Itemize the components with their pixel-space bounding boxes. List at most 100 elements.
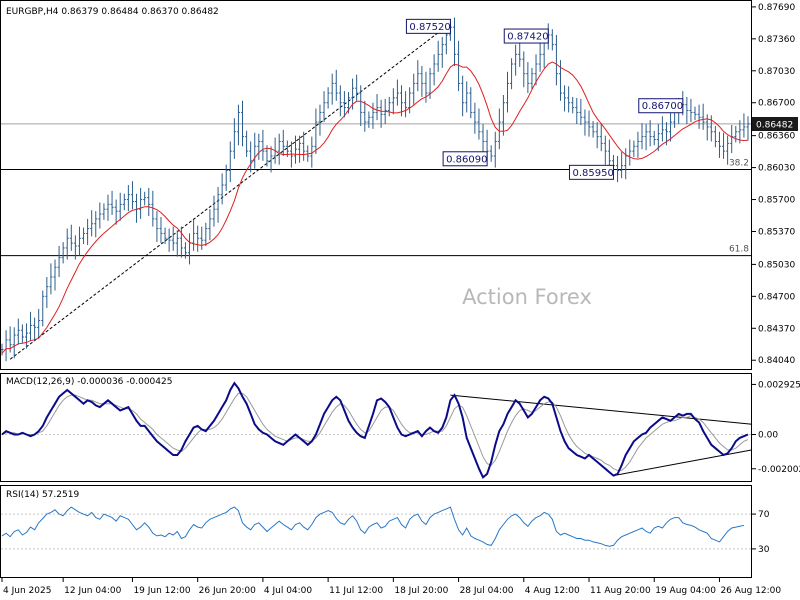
price-bar xyxy=(249,141,253,173)
price-bar xyxy=(591,121,595,138)
price-bar xyxy=(102,203,106,220)
price-bar xyxy=(452,17,456,66)
price-callout-text: 0.87520 xyxy=(409,22,450,33)
trend-line xyxy=(9,22,451,360)
price-bar xyxy=(53,259,57,291)
price-bar xyxy=(489,145,493,162)
price-bar xyxy=(322,91,326,123)
price-bar xyxy=(155,211,159,243)
price-axis-label: 0.86030 xyxy=(758,164,795,174)
price-bar xyxy=(73,235,77,260)
price-bar xyxy=(656,124,660,152)
price-bar xyxy=(689,98,693,123)
price-bar xyxy=(302,131,306,161)
price-bar xyxy=(135,193,139,223)
price-bar xyxy=(567,86,571,113)
macd-panel: 0.002925 0.00 -0.002002 MACD(12,26,9) -0.0… xyxy=(0,373,800,482)
time-axis-label: 28 Jul 04:00 xyxy=(460,586,514,596)
price-callout-text: 0.86090 xyxy=(446,154,487,165)
rsi-line xyxy=(1,506,745,547)
price-bar xyxy=(412,73,416,105)
price-bar xyxy=(505,71,509,113)
price-bar xyxy=(151,190,155,227)
price-bar xyxy=(660,116,664,142)
price-bar xyxy=(624,148,628,180)
price-bar xyxy=(245,130,249,157)
macd-axis-label: 0.002925 xyxy=(758,380,800,390)
price-bar xyxy=(277,133,281,165)
price-callout-text: 0.87420 xyxy=(507,32,548,43)
rsi-axis-label: 70 xyxy=(758,510,770,520)
price-axis-label: 0.87690 xyxy=(758,3,795,13)
price-bar xyxy=(371,102,375,129)
price-bar xyxy=(196,225,200,252)
price-bar xyxy=(179,226,183,258)
price-bar xyxy=(147,187,151,216)
rsi-panel-frame xyxy=(0,485,752,578)
moving-average-line xyxy=(1,61,749,354)
price-bar xyxy=(212,195,216,227)
price-bar xyxy=(432,54,436,86)
price-panel: 38.2 61.8 Action Forex 0.87520 0.87420 0.86… xyxy=(0,0,798,370)
price-axis-label: 0.84040 xyxy=(758,356,795,366)
price-bar xyxy=(114,199,118,225)
price-callout-box xyxy=(442,151,488,167)
price-bar xyxy=(294,135,298,164)
price-bar xyxy=(241,100,245,147)
price-bar xyxy=(37,308,41,337)
price-bar xyxy=(20,324,24,343)
price-bar xyxy=(530,67,534,90)
price-axis-label: 0.85700 xyxy=(758,196,795,206)
price-bar xyxy=(159,216,163,244)
price-title: EURGBP,H4 0.86379 0.86484 0.86370 0.8648… xyxy=(6,7,219,17)
price-callout: 0.86700 xyxy=(638,98,684,114)
price-bar xyxy=(175,230,179,257)
price-bar xyxy=(253,132,257,169)
price-callout: 0.85950 xyxy=(568,164,614,180)
price-bar xyxy=(746,116,750,141)
price-bar xyxy=(359,85,363,126)
price-bar xyxy=(416,60,420,92)
price-bar xyxy=(188,233,192,265)
price-bar xyxy=(265,145,269,167)
price-bar xyxy=(281,129,285,156)
macd-line xyxy=(1,381,749,479)
price-bar xyxy=(554,34,558,86)
price-bar xyxy=(228,141,232,183)
time-axis-label: 11 Jul 12:00 xyxy=(329,586,383,596)
price-bar xyxy=(77,226,81,256)
price-bar xyxy=(69,224,73,251)
price-bar xyxy=(399,85,403,117)
price-bar xyxy=(599,123,603,152)
price-bar xyxy=(98,202,102,229)
rsi-title: RSI(14) 57.2519 xyxy=(6,490,79,500)
price-bar xyxy=(701,103,705,130)
price-bar xyxy=(440,36,444,68)
price-bar xyxy=(334,69,338,101)
price-bar xyxy=(379,99,383,128)
price-axis-label: 0.86700 xyxy=(758,99,795,109)
price-bar xyxy=(29,311,33,341)
rsi-axis-label: 30 xyxy=(758,545,770,555)
price-axis-label: 0.85370 xyxy=(758,227,795,237)
price-bar xyxy=(338,85,342,117)
price-bar xyxy=(86,218,90,246)
macd-triangle-lower xyxy=(613,449,753,477)
price-bar xyxy=(216,186,220,223)
price-bar xyxy=(310,136,314,168)
price-bar xyxy=(526,62,530,94)
price-bar xyxy=(224,164,228,191)
price-bar xyxy=(563,85,567,112)
price-bar xyxy=(481,124,485,156)
price-bar xyxy=(391,88,395,115)
price-callout: 0.87520 xyxy=(405,18,451,34)
price-bar xyxy=(45,276,49,308)
price-bar xyxy=(200,226,204,250)
price-axis-label: 0.86360 xyxy=(758,132,795,142)
price-bar xyxy=(652,130,656,146)
price-bar xyxy=(616,155,620,183)
price-bar xyxy=(734,125,738,143)
time-axis-label: 19 Jun 12:00 xyxy=(133,586,190,596)
price-bar xyxy=(465,81,469,113)
price-bar xyxy=(355,74,359,101)
